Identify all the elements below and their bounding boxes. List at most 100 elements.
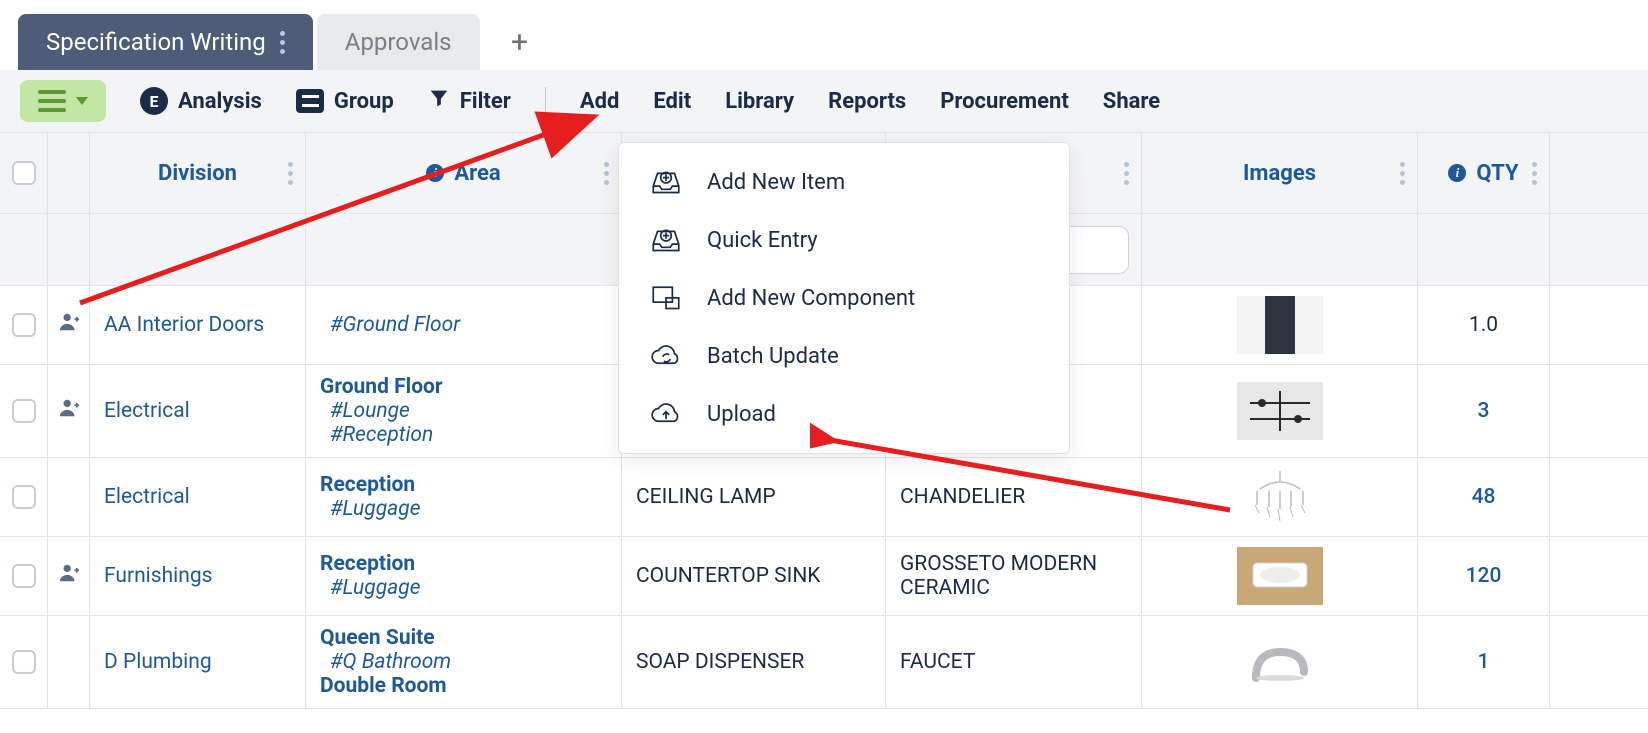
item-cell: CEILING LAMP: [622, 458, 886, 536]
area-cell[interactable]: Ground Floor#Lounge#Reception: [306, 365, 622, 457]
analysis-button[interactable]: E Analysis: [140, 87, 262, 115]
header-icon-col: [48, 133, 90, 213]
column-menu-icon[interactable]: [288, 162, 293, 185]
upload[interactable]: Upload: [619, 385, 1069, 443]
share-menu[interactable]: Share: [1103, 89, 1160, 114]
image-cell[interactable]: [1142, 365, 1418, 457]
component-icon: [649, 283, 683, 313]
analysis-icon: E: [140, 87, 168, 115]
division-link[interactable]: Electrical: [104, 399, 291, 423]
library-menu[interactable]: Library: [725, 89, 794, 114]
area-cell[interactable]: Reception#Luggage: [306, 537, 622, 615]
qty-value[interactable]: 1: [1478, 650, 1490, 674]
inbox-plus-icon: [649, 167, 683, 197]
add-dropdown: Add New Item Quick Entry Add New Compone…: [618, 142, 1070, 454]
dd-label: Add New Component: [707, 286, 915, 311]
toolbar-label: Add: [580, 89, 620, 114]
table-row: Furnishings Reception#LuggageCOUNTERTOP S…: [0, 537, 1648, 616]
tabs-bar: Specification Writing Approvals +: [0, 0, 1648, 70]
reports-menu[interactable]: Reports: [828, 89, 906, 114]
column-images[interactable]: Images: [1142, 133, 1418, 213]
dd-label: Add New Item: [707, 170, 845, 195]
image-cell[interactable]: [1142, 458, 1418, 536]
row-checkbox[interactable]: [12, 399, 36, 423]
group-icon: [296, 89, 324, 113]
table-row: D Plumbing Queen Suite#Q BathroomDouble R…: [0, 616, 1648, 709]
toolbar-divider: [545, 87, 546, 115]
division-link[interactable]: AA Interior Doors: [104, 313, 291, 337]
column-label: Images: [1243, 161, 1316, 186]
add-tab-button[interactable]: +: [494, 14, 546, 70]
add-menu[interactable]: Add: [580, 89, 620, 114]
image-cell[interactable]: [1142, 537, 1418, 615]
division-link[interactable]: D Plumbing: [104, 650, 291, 674]
qty-value[interactable]: 1.0: [1469, 313, 1498, 337]
cloud-upload-icon: [649, 399, 683, 429]
column-division[interactable]: Division: [90, 133, 306, 213]
column-label: QTY: [1476, 161, 1518, 186]
toolbar-label: Reports: [828, 89, 906, 114]
item-cell: SOAP DISPENSER: [622, 616, 886, 708]
add-new-component[interactable]: Add New Component: [619, 269, 1069, 327]
person-add-icon[interactable]: [58, 397, 80, 425]
procurement-menu[interactable]: Procurement: [940, 89, 1069, 114]
menu-button[interactable]: [20, 80, 106, 122]
table-row: ElectricalReception#LuggageCEILING LAMPC…: [0, 458, 1648, 537]
toolbar-label: Filter: [460, 89, 511, 114]
cloud-refresh-icon: [649, 341, 683, 371]
column-menu-icon[interactable]: [1532, 162, 1537, 185]
tab-options-icon[interactable]: [280, 31, 285, 54]
row-checkbox[interactable]: [12, 485, 36, 509]
area-cell[interactable]: Reception#Luggage: [306, 458, 622, 536]
dd-label: Batch Update: [707, 344, 839, 369]
qty-value[interactable]: 3: [1478, 399, 1490, 423]
column-area[interactable]: i Area: [306, 133, 622, 213]
division-link[interactable]: Furnishings: [104, 564, 291, 588]
column-menu-icon[interactable]: [1400, 162, 1405, 185]
column-label: Area: [454, 161, 500, 186]
row-checkbox[interactable]: [12, 564, 36, 588]
dd-label: Quick Entry: [707, 228, 818, 253]
person-add-icon[interactable]: [58, 562, 80, 590]
hamburger-icon: [38, 90, 66, 112]
filter-button[interactable]: Filter: [428, 87, 511, 115]
batch-update[interactable]: Batch Update: [619, 327, 1069, 385]
info-icon: i: [1448, 164, 1466, 182]
select-all-checkbox[interactable]: [12, 161, 36, 185]
area-cell[interactable]: #Ground Floor: [306, 286, 622, 364]
area-cell[interactable]: Queen Suite#Q BathroomDouble Room: [306, 616, 622, 708]
tab-approvals[interactable]: Approvals: [317, 14, 480, 70]
toolbar-label: Group: [334, 89, 394, 114]
qty-value[interactable]: 120: [1466, 564, 1502, 588]
add-new-item[interactable]: Add New Item: [619, 153, 1069, 211]
column-menu-icon[interactable]: [1124, 162, 1129, 185]
toolbar-label: Share: [1103, 89, 1160, 114]
dd-label: Upload: [707, 402, 776, 427]
image-cell[interactable]: [1142, 286, 1418, 364]
tab-specification-writing[interactable]: Specification Writing: [18, 14, 313, 70]
tab-label: Specification Writing: [46, 28, 266, 56]
toolbar-label: Edit: [653, 89, 691, 114]
toolbar-label: Library: [725, 89, 794, 114]
row-checkbox[interactable]: [12, 313, 36, 337]
tab-label: Approvals: [345, 28, 452, 56]
division-link[interactable]: Electrical: [104, 485, 291, 509]
qty-value[interactable]: 48: [1472, 485, 1496, 509]
item-cell: COUNTERTOP SINK: [622, 537, 886, 615]
filter-icon: [428, 87, 450, 115]
image-cell[interactable]: [1142, 616, 1418, 708]
column-qty[interactable]: i QTY: [1418, 133, 1550, 213]
edit-menu[interactable]: Edit: [653, 89, 691, 114]
header-checkbox-col: [0, 133, 48, 213]
column-menu-icon[interactable]: [604, 162, 609, 185]
toolbar-label: Procurement: [940, 89, 1069, 114]
info-icon: i: [426, 164, 444, 182]
row-checkbox[interactable]: [12, 650, 36, 674]
person-add-icon[interactable]: [58, 311, 80, 339]
column-label: Division: [158, 161, 237, 186]
quick-entry[interactable]: Quick Entry: [619, 211, 1069, 269]
group-button[interactable]: Group: [296, 89, 394, 114]
type-cell: GROSSETO MODERN CERAMIC: [886, 537, 1142, 615]
inbox-plus-icon: [649, 225, 683, 255]
app-container: Specification Writing Approvals + E Anal…: [0, 0, 1648, 709]
